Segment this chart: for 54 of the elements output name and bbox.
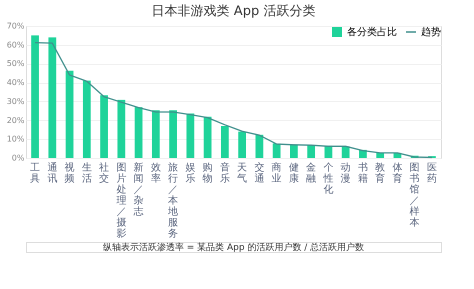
bar xyxy=(272,143,281,158)
x-tick-label: 音乐 xyxy=(220,162,230,184)
bar xyxy=(82,80,91,158)
bar xyxy=(134,107,142,158)
line-series xyxy=(34,42,433,158)
chart-title: 日本非游戏类 App 活跃分类 xyxy=(152,4,316,19)
x-tick-label: 娱乐 xyxy=(185,162,196,184)
y-tick-label: 50% xyxy=(6,59,25,68)
bar xyxy=(290,144,298,158)
bar xyxy=(66,70,74,158)
y-tick-label: 70% xyxy=(6,22,25,30)
x-tick-label: 图书馆／样本 xyxy=(408,162,420,228)
x-tick-label: 社交 xyxy=(99,162,110,184)
bar xyxy=(238,132,246,158)
bar xyxy=(169,110,177,158)
legend-label: 各分类占比 xyxy=(347,26,397,38)
x-tick-label: 教育 xyxy=(375,162,386,184)
y-tick-label: 20% xyxy=(6,116,25,125)
bar xyxy=(204,116,212,158)
x-tick-label: 体育 xyxy=(392,162,402,184)
x-tick-label: 旅行／本地服务 xyxy=(167,162,178,240)
x-tick-label: 效率 xyxy=(150,162,161,184)
bar xyxy=(100,95,108,158)
y-tick-label: 30% xyxy=(6,96,25,106)
x-tick-label: 生活 xyxy=(82,162,92,184)
text: 纵轴表示活跃渗透率 = 某品类 App 的活跃用户数 / 总活跃用户数 xyxy=(102,242,364,253)
bar xyxy=(256,134,264,158)
bar xyxy=(48,37,56,158)
x-tick-label: 购物 xyxy=(202,162,213,184)
bar xyxy=(186,113,194,158)
x-tick-label: 健康 xyxy=(288,162,299,184)
bar xyxy=(220,126,229,158)
bar xyxy=(31,35,39,158)
bar xyxy=(307,145,316,158)
x-tick-label: 新闻／杂志 xyxy=(134,162,144,218)
x-tick-label: 商业 xyxy=(272,162,282,184)
legend-label: 趋势 xyxy=(421,26,441,38)
y-tick-label: 10% xyxy=(6,134,25,144)
x-tick-label: 图片处理／摄影 xyxy=(116,162,126,240)
x-tick-label: 天气 xyxy=(237,162,248,184)
x-tick-label: 书籍 xyxy=(358,162,368,184)
bar xyxy=(152,110,160,158)
x-tick-label: 动漫 xyxy=(340,162,351,184)
x-tick-label: 工具 xyxy=(30,162,40,184)
x-tick-label: 金融 xyxy=(306,162,316,184)
x-tick-label: 个性化 xyxy=(322,162,334,196)
x-tick-label: 视频 xyxy=(64,162,75,184)
y-tick-label: 0% xyxy=(12,154,25,162)
x-tick-label: 医药 xyxy=(426,162,437,184)
bar xyxy=(117,100,126,158)
y-tick-label: 40% xyxy=(6,78,25,88)
x-tick-label: 交通 xyxy=(254,162,264,184)
y-tick-label: 60% xyxy=(6,40,25,50)
x-tick-label: 通讯 xyxy=(47,162,58,184)
